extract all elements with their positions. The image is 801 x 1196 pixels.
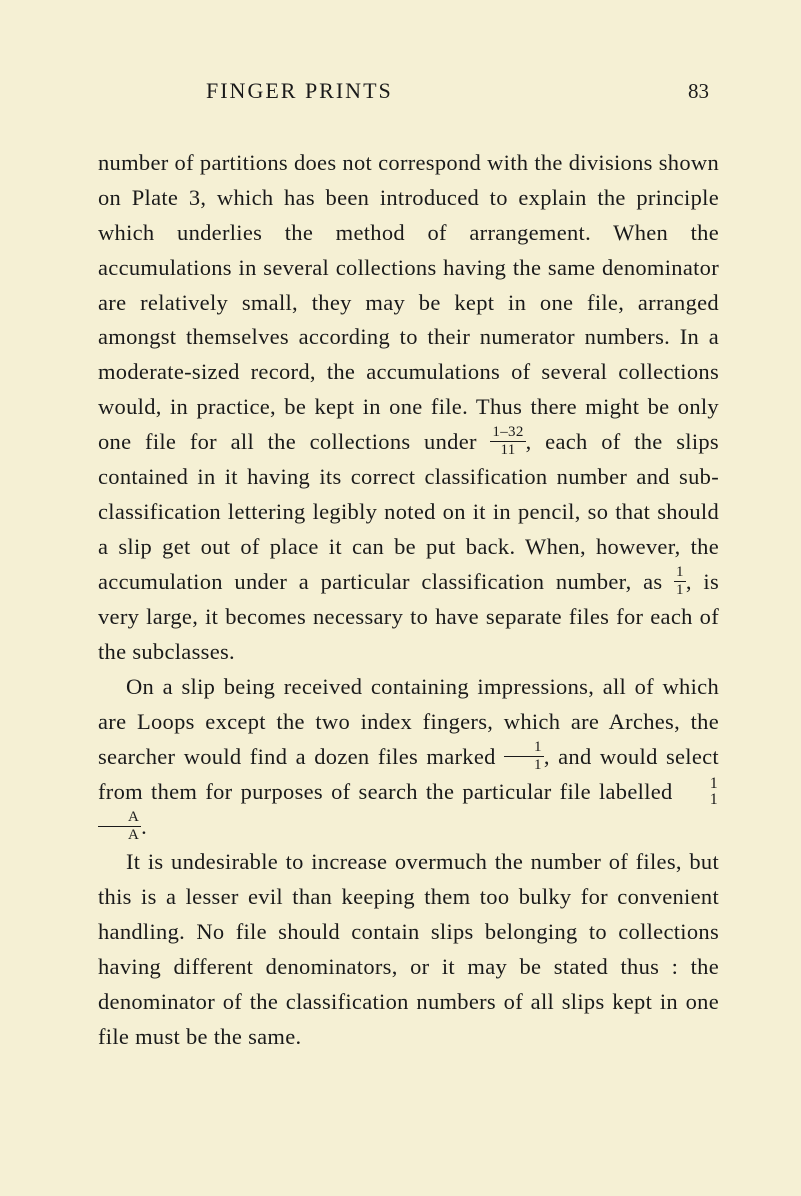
paragraph-2: On a slip being received containing impr… [98, 670, 719, 845]
fraction-1-bot: 11 [490, 442, 525, 458]
fraction-4a: 11 [681, 776, 719, 808]
paragraph-1: number of partitions does not correspond… [98, 146, 719, 670]
fraction-3-top: 1 [504, 740, 544, 757]
fraction-4b-top: A [98, 810, 141, 827]
fraction-1-top: 1–32 [490, 425, 525, 442]
running-title: FINGER PRINTS [206, 78, 393, 104]
fraction-3: 11 [504, 740, 544, 773]
fraction-4b-bot: A [98, 827, 141, 843]
page-header: FINGER PRINTS 83 [98, 78, 719, 104]
para2-text-d: . [141, 814, 147, 839]
fraction-2-bot: 1 [674, 582, 686, 598]
fraction-3-bot: 1 [504, 757, 544, 773]
paragraph-3: It is undesirable to increase overmuch t… [98, 845, 719, 1054]
fraction-1: 1–3211 [490, 425, 525, 458]
fraction-2: 11 [674, 565, 686, 598]
fraction-4a-top: 1 [681, 776, 719, 792]
para1-text-a: number of partitions does not correspond… [98, 150, 719, 454]
page-body: number of partitions does not correspond… [98, 146, 719, 1055]
fraction-4b: AA [98, 810, 141, 843]
page-number: 83 [688, 79, 709, 104]
fraction-2-top: 1 [674, 565, 686, 582]
fraction-4a-bot: 1 [681, 792, 719, 808]
